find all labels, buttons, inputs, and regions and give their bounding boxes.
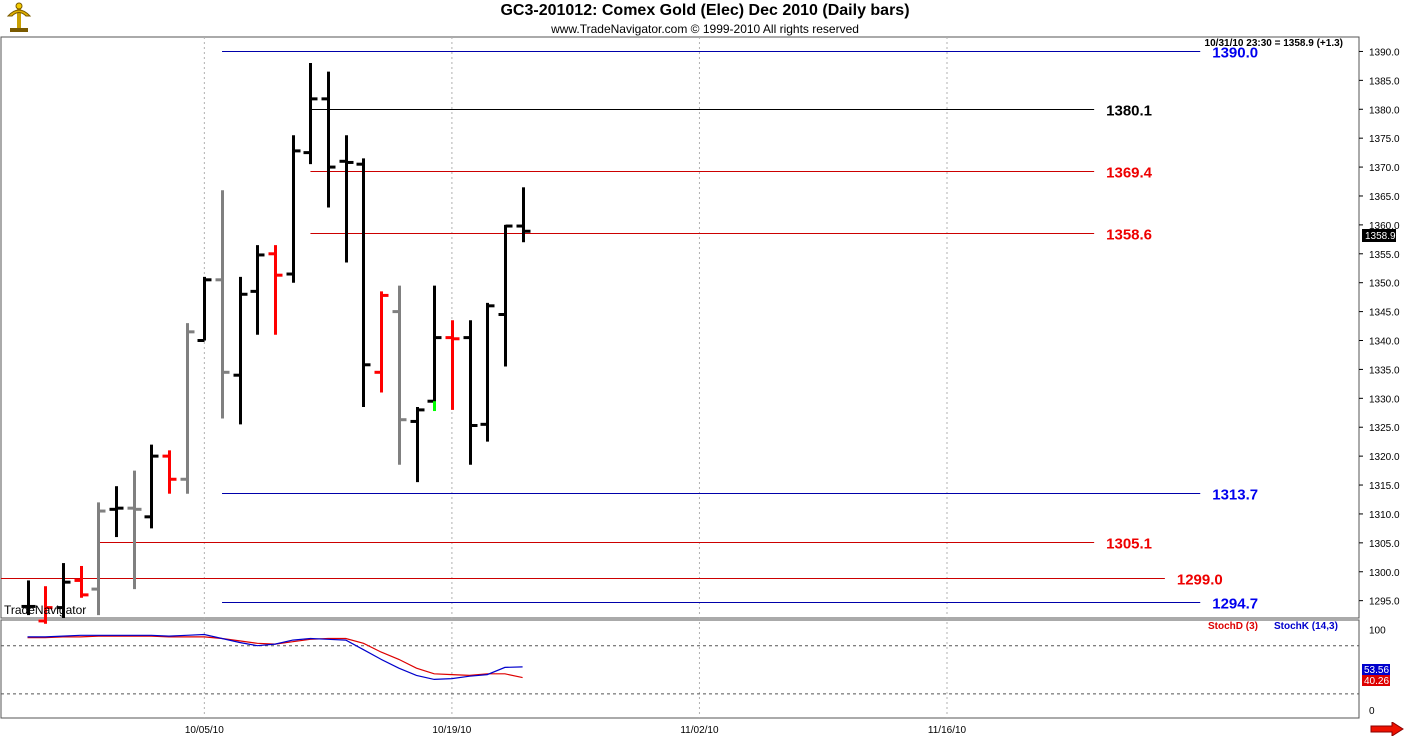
x-tick-label: 10/19/10 xyxy=(432,725,471,736)
price-panel-frame xyxy=(0,36,1360,619)
x-tick-label: 10/05/10 xyxy=(185,725,224,736)
level-label: 1358.6 xyxy=(1106,227,1152,244)
y-tick-label: 1375.0 xyxy=(1369,134,1400,145)
stoch-tick-label: 0 xyxy=(1369,706,1375,717)
y-tick-label: 1320.0 xyxy=(1369,452,1400,463)
level-label: 1390.0 xyxy=(1212,45,1258,62)
last-price-tag-bg xyxy=(1362,229,1396,242)
stochd-tag: 40.26 xyxy=(1364,676,1389,687)
legend-stochk: StochK (14,3) xyxy=(1274,621,1338,632)
stochd-tag-bg xyxy=(1362,675,1390,686)
level-label: 1305.1 xyxy=(1106,536,1152,553)
stochd-line xyxy=(27,635,523,679)
copyright-notice: www.TradeNavigator.com © 1999-2010 All r… xyxy=(551,22,859,36)
y-tick-label: 1345.0 xyxy=(1369,308,1400,319)
y-tick-label: 1295.0 xyxy=(1369,597,1400,608)
level-label: 1313.7 xyxy=(1212,487,1258,504)
level-label: 1299.0 xyxy=(1177,572,1223,589)
y-tick-label: 1310.0 xyxy=(1369,510,1400,521)
ohlc-bars xyxy=(21,63,531,624)
y-tick-label: 1305.0 xyxy=(1369,539,1400,550)
level-label: 1380.1 xyxy=(1106,103,1152,120)
y-tick-label: 1385.0 xyxy=(1369,76,1400,87)
y-tick-label: 1350.0 xyxy=(1369,279,1400,290)
y-tick-label: 1315.0 xyxy=(1369,481,1400,492)
price-axis: 1295.0 1300.0 1305.0 1310.0 1315.0 1320.0 1325… xyxy=(1359,47,1400,608)
stochastic-lines xyxy=(27,633,523,681)
stoch-reference-lines xyxy=(1,645,1359,695)
scroll-right-arrow-icon[interactable] xyxy=(1370,722,1404,736)
y-tick-label: 1330.0 xyxy=(1369,394,1400,405)
vertical-grid-lines xyxy=(203,37,948,718)
y-tick-label: 1360.0 xyxy=(1369,221,1400,232)
y-tick-label: 1335.0 xyxy=(1369,365,1400,376)
last-price-tag: 1358.9 xyxy=(1365,231,1396,242)
y-tick-label: 1325.0 xyxy=(1369,423,1400,434)
price-levels: 1390.0 1380.1 1369.4 1358.6 1313.7 1305.1 1299… xyxy=(1,45,1258,613)
y-tick-label: 1365.0 xyxy=(1369,192,1400,203)
stoch-axis: 100 0 xyxy=(1369,626,1386,717)
x-tick-label: 11/02/10 xyxy=(680,725,719,736)
tradenavigator-logo-icon[interactable] xyxy=(2,2,36,34)
x-tick-label: 11/16/10 xyxy=(928,725,967,736)
y-tick-label: 1370.0 xyxy=(1369,163,1400,174)
y-tick-label: 1390.0 xyxy=(1369,47,1400,58)
y-tick-label: 1300.0 xyxy=(1369,568,1400,579)
legend-stochd: StochD (3) xyxy=(1208,621,1258,632)
chart-title: GC3-201012: Comex Gold (Elec) Dec 2010 (… xyxy=(500,2,910,19)
stoch-tick-label: 100 xyxy=(1369,626,1386,637)
stochk-line xyxy=(27,633,523,681)
time-axis: 10/05/10 10/19/10 11/02/10 11/16/10 xyxy=(185,725,967,736)
y-tick-label: 1340.0 xyxy=(1369,337,1400,348)
level-label: 1294.7 xyxy=(1212,596,1258,613)
y-tick-label: 1355.0 xyxy=(1369,250,1400,261)
level-label: 1369.4 xyxy=(1106,165,1153,182)
stochk-tag: 53.56 xyxy=(1364,665,1389,676)
last-quote: 10/31/10 23:30 = 1358.9 (+1.3) xyxy=(1205,38,1343,49)
y-tick-label: 1380.0 xyxy=(1369,105,1400,116)
stochk-tag-bg xyxy=(1362,664,1390,675)
watermark-text: TradeNavigator xyxy=(4,603,86,617)
